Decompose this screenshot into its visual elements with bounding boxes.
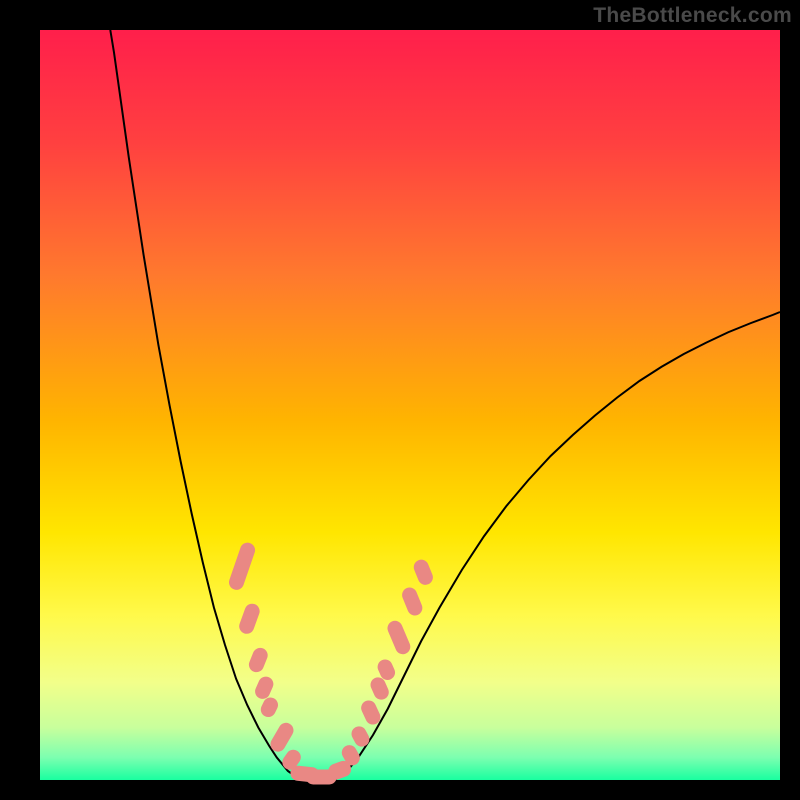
bottleneck-chart bbox=[0, 0, 800, 800]
plot-background bbox=[40, 30, 780, 780]
stage: TheBottleneck.com bbox=[0, 0, 800, 800]
watermark-text: TheBottleneck.com bbox=[593, 4, 792, 28]
